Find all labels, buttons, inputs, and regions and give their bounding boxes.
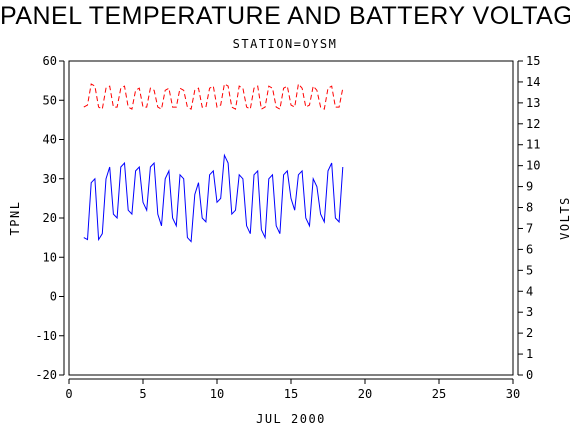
y-right-tick-label: 14 [526,75,540,89]
x-axis-label: JUL 2000 [256,412,326,426]
y-left-tick-label: 20 [43,211,57,225]
y-right-tick-label: 2 [526,326,533,340]
x-tick-label: 0 [65,387,72,401]
y-left-tick-label: 60 [43,54,57,68]
y-right-tick-label: 0 [526,368,533,382]
y-left-tick-label: 40 [43,133,57,147]
panel-temperature-line [83,153,344,243]
y-right-tick-label: 4 [526,284,533,298]
y-left-tick-label: 30 [43,172,57,186]
chart-subtitle: STATION=OYSM [232,37,338,51]
x-tick-label: 15 [284,387,298,401]
y-left-tick-label: -10 [35,329,57,343]
series-layer [83,82,344,243]
battery-voltage-line [83,82,344,110]
y-right-tick-label: 9 [526,180,533,194]
y-right-tick-label: 10 [526,159,540,173]
y-right-tick-label: 7 [526,221,533,235]
y-right-tick-label: 3 [526,305,533,319]
y-axis-left-label: TPNL [8,201,22,236]
y-axis-left: -20 -10 0 10 20 30 40 50 60 [35,54,65,382]
plot-frame [68,60,514,376]
y-right-tick-label: 15 [526,54,540,68]
x-axis: 0 5 10 15 20 25 30 [65,378,520,401]
y-right-tick-label: 13 [526,96,540,110]
x-tick-label: 30 [506,387,520,401]
y-right-tick-label: 5 [526,263,533,277]
x-tick-label: 25 [432,387,446,401]
x-tick-label: 10 [210,387,224,401]
y-left-tick-label: 0 [50,290,57,304]
chart-title: PANEL TEMPERATURE AND BATTERY VOLTAGE [0,2,570,30]
y-right-tick-label: 1 [526,347,533,361]
y-right-tick-label: 12 [526,117,540,131]
y-axis-right-label: VOLTS [558,196,570,240]
y-left-tick-label: -20 [35,368,57,382]
y-right-tick-label: 6 [526,242,533,256]
y-left-tick-label: 50 [43,93,57,107]
y-left-tick-label: 10 [43,250,57,264]
y-right-tick-label: 8 [526,201,533,215]
x-tick-label: 5 [139,387,146,401]
y-right-tick-label: 11 [526,138,540,152]
x-tick-label: 20 [358,387,372,401]
